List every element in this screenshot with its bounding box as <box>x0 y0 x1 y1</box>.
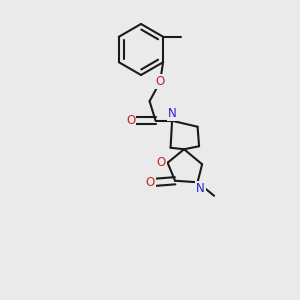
Text: N: N <box>168 107 176 120</box>
Text: N: N <box>196 182 205 195</box>
Text: O: O <box>156 156 166 169</box>
Text: O: O <box>155 75 165 88</box>
Text: O: O <box>126 114 135 127</box>
Text: O: O <box>146 176 155 189</box>
